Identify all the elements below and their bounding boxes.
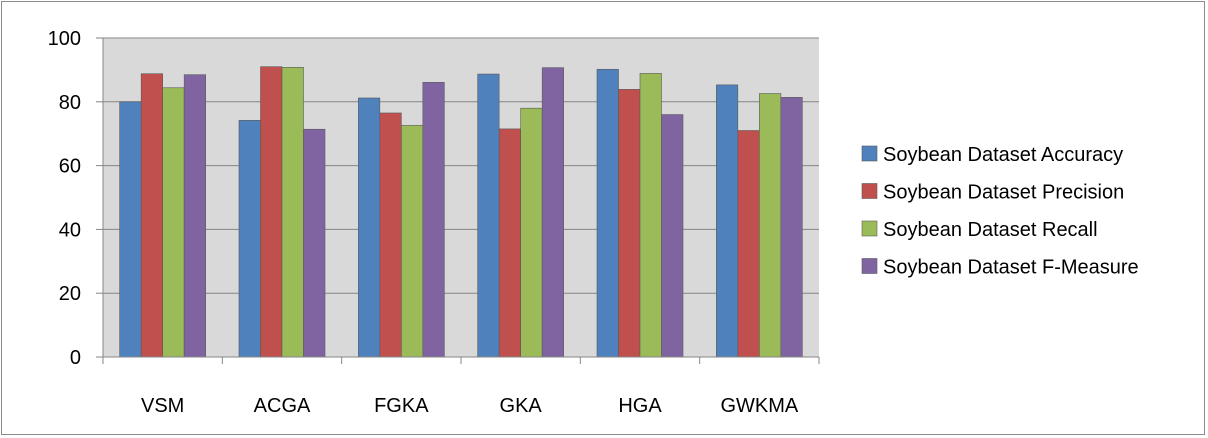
y-tick-label: 100 <box>48 28 81 50</box>
gridlines <box>96 37 819 358</box>
bar-fgka-f-measure <box>422 82 445 358</box>
bar-acga-precision <box>260 66 283 358</box>
bar-vsm-f-measure <box>183 74 206 358</box>
bars <box>119 66 803 358</box>
bar-gka-recall <box>520 107 543 358</box>
y-tick-label: 60 <box>59 156 81 178</box>
bar-hga-precision <box>618 89 641 358</box>
legend-swatch <box>861 258 878 274</box>
plot-area <box>103 38 819 357</box>
bar-gwkma-f-measure <box>780 97 803 358</box>
bar-hga-recall <box>639 73 662 358</box>
bar-gwkma-precision <box>737 130 760 358</box>
y-tick-label: 80 <box>59 92 81 114</box>
bar-hga-f-measure <box>661 114 684 358</box>
bar-gka-accuracy <box>477 73 500 358</box>
bar-gka-f-measure <box>541 67 564 358</box>
y-tick-label: 20 <box>59 283 81 305</box>
legend-entry: Soybean Dataset F-Measure <box>883 257 1139 279</box>
legend-swatch <box>861 183 878 199</box>
legend-swatch <box>861 145 878 162</box>
y-axis-tick-labels: 0 20 40 60 80 100 <box>48 28 81 369</box>
x-tick-label: VSM <box>141 395 184 417</box>
bar-gwkma-recall <box>759 93 782 358</box>
bar-fgka-recall <box>401 125 424 358</box>
bar-acga-f-measure <box>303 128 326 358</box>
x-tick-label: HGA <box>618 395 662 417</box>
bar-acga-recall <box>281 67 304 358</box>
bar-hga-accuracy <box>596 68 619 358</box>
x-tick-label: ACGA <box>254 395 311 417</box>
x-tick-label: GWKMA <box>720 395 798 417</box>
bar-acga-accuracy <box>238 120 261 358</box>
x-axis-tick-labels: VSM ACGA FGKA GKA HGA GWKMA <box>141 395 799 417</box>
bar-vsm-accuracy <box>119 101 142 358</box>
bar-fgka-accuracy <box>358 97 381 358</box>
x-tick-label: GKA <box>500 395 543 417</box>
bar-gwkma-accuracy <box>716 84 739 358</box>
y-tick-label: 40 <box>59 219 81 241</box>
bar-vsm-precision <box>140 73 163 358</box>
legend: Soybean Dataset Accuracy Soybean Dataset … <box>861 144 1139 279</box>
legend-swatch <box>861 220 878 237</box>
legend-entry: Soybean Dataset Accuracy <box>883 144 1123 166</box>
y-tick-label: 0 <box>70 347 81 369</box>
bar-fgka-precision <box>379 112 402 358</box>
bar-gka-precision <box>498 128 521 358</box>
legend-entry: Soybean Dataset Precision <box>883 182 1124 204</box>
x-tick-label: FGKA <box>374 395 429 417</box>
axes <box>102 38 820 364</box>
legend-entry: Soybean Dataset Recall <box>883 219 1098 241</box>
bar-vsm-recall <box>162 87 185 358</box>
